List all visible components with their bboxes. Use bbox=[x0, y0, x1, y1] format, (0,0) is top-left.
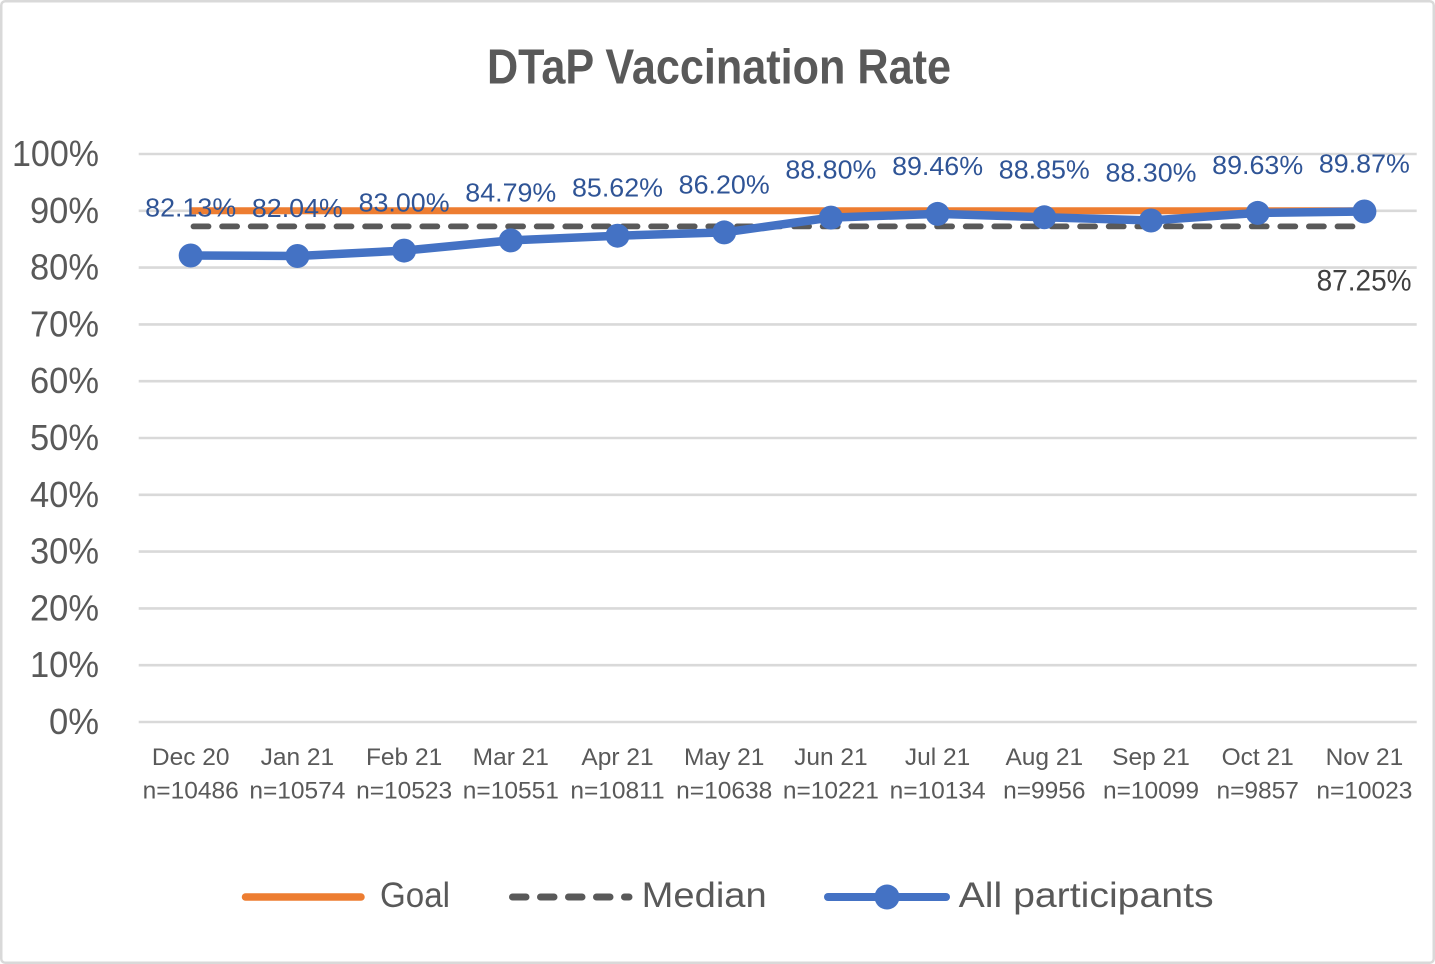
svg-text:88.85%: 88.85% bbox=[999, 154, 1090, 184]
svg-text:n=10099: n=10099 bbox=[1103, 778, 1199, 805]
svg-text:82.04%: 82.04% bbox=[252, 193, 343, 223]
svg-text:n=10574: n=10574 bbox=[249, 778, 345, 805]
svg-text:Jun 21: Jun 21 bbox=[794, 744, 868, 771]
svg-text:n=10023: n=10023 bbox=[1316, 778, 1412, 805]
svg-text:0%: 0% bbox=[49, 701, 99, 742]
svg-text:100%: 100% bbox=[12, 133, 99, 174]
svg-text:82.13%: 82.13% bbox=[145, 193, 236, 223]
svg-text:40%: 40% bbox=[30, 474, 99, 515]
svg-text:Apr 21: Apr 21 bbox=[581, 744, 653, 771]
svg-text:86.20%: 86.20% bbox=[679, 169, 770, 199]
svg-text:All participants: All participants bbox=[959, 876, 1214, 915]
svg-text:Sep 21: Sep 21 bbox=[1112, 744, 1190, 771]
svg-text:Jul 21: Jul 21 bbox=[905, 744, 970, 771]
svg-text:n=10811: n=10811 bbox=[570, 778, 664, 805]
svg-text:Mar 21: Mar 21 bbox=[473, 744, 549, 771]
svg-text:Median: Median bbox=[642, 876, 767, 915]
svg-text:20%: 20% bbox=[30, 587, 99, 628]
svg-text:30%: 30% bbox=[30, 531, 99, 572]
svg-text:88.30%: 88.30% bbox=[1106, 157, 1197, 187]
svg-text:60%: 60% bbox=[30, 360, 99, 401]
svg-text:89.46%: 89.46% bbox=[892, 151, 983, 181]
svg-text:n=10638: n=10638 bbox=[676, 778, 772, 805]
svg-text:89.87%: 89.87% bbox=[1319, 149, 1410, 179]
svg-text:DTaP Vaccination Rate: DTaP Vaccination Rate bbox=[487, 41, 951, 95]
svg-text:n=9857: n=9857 bbox=[1216, 778, 1298, 805]
svg-text:Nov 21: Nov 21 bbox=[1326, 744, 1404, 771]
svg-text:80%: 80% bbox=[30, 247, 99, 288]
svg-text:Feb 21: Feb 21 bbox=[366, 744, 442, 771]
svg-text:87.25%: 87.25% bbox=[1317, 264, 1412, 297]
svg-text:Dec 20: Dec 20 bbox=[152, 744, 230, 771]
svg-text:n=10551: n=10551 bbox=[463, 778, 559, 805]
svg-text:n=10221: n=10221 bbox=[783, 778, 879, 805]
svg-text:90%: 90% bbox=[30, 190, 99, 231]
svg-text:n=10486: n=10486 bbox=[143, 778, 239, 805]
svg-text:May 21: May 21 bbox=[684, 744, 764, 771]
svg-text:n=10134: n=10134 bbox=[890, 778, 986, 805]
svg-text:88.80%: 88.80% bbox=[785, 155, 876, 185]
svg-text:84.79%: 84.79% bbox=[465, 177, 556, 207]
svg-text:n=9956: n=9956 bbox=[1003, 778, 1085, 805]
svg-text:83.00%: 83.00% bbox=[359, 188, 450, 218]
svg-text:85.62%: 85.62% bbox=[572, 173, 663, 203]
svg-text:Aug 21: Aug 21 bbox=[1005, 744, 1083, 771]
svg-text:89.63%: 89.63% bbox=[1212, 150, 1303, 180]
svg-text:Goal: Goal bbox=[380, 876, 450, 915]
svg-text:Jan 21: Jan 21 bbox=[261, 744, 335, 771]
svg-text:n=10523: n=10523 bbox=[356, 778, 452, 805]
svg-text:Oct 21: Oct 21 bbox=[1222, 744, 1294, 771]
svg-text:10%: 10% bbox=[30, 644, 99, 685]
svg-text:70%: 70% bbox=[30, 303, 99, 344]
svg-text:50%: 50% bbox=[30, 417, 99, 458]
